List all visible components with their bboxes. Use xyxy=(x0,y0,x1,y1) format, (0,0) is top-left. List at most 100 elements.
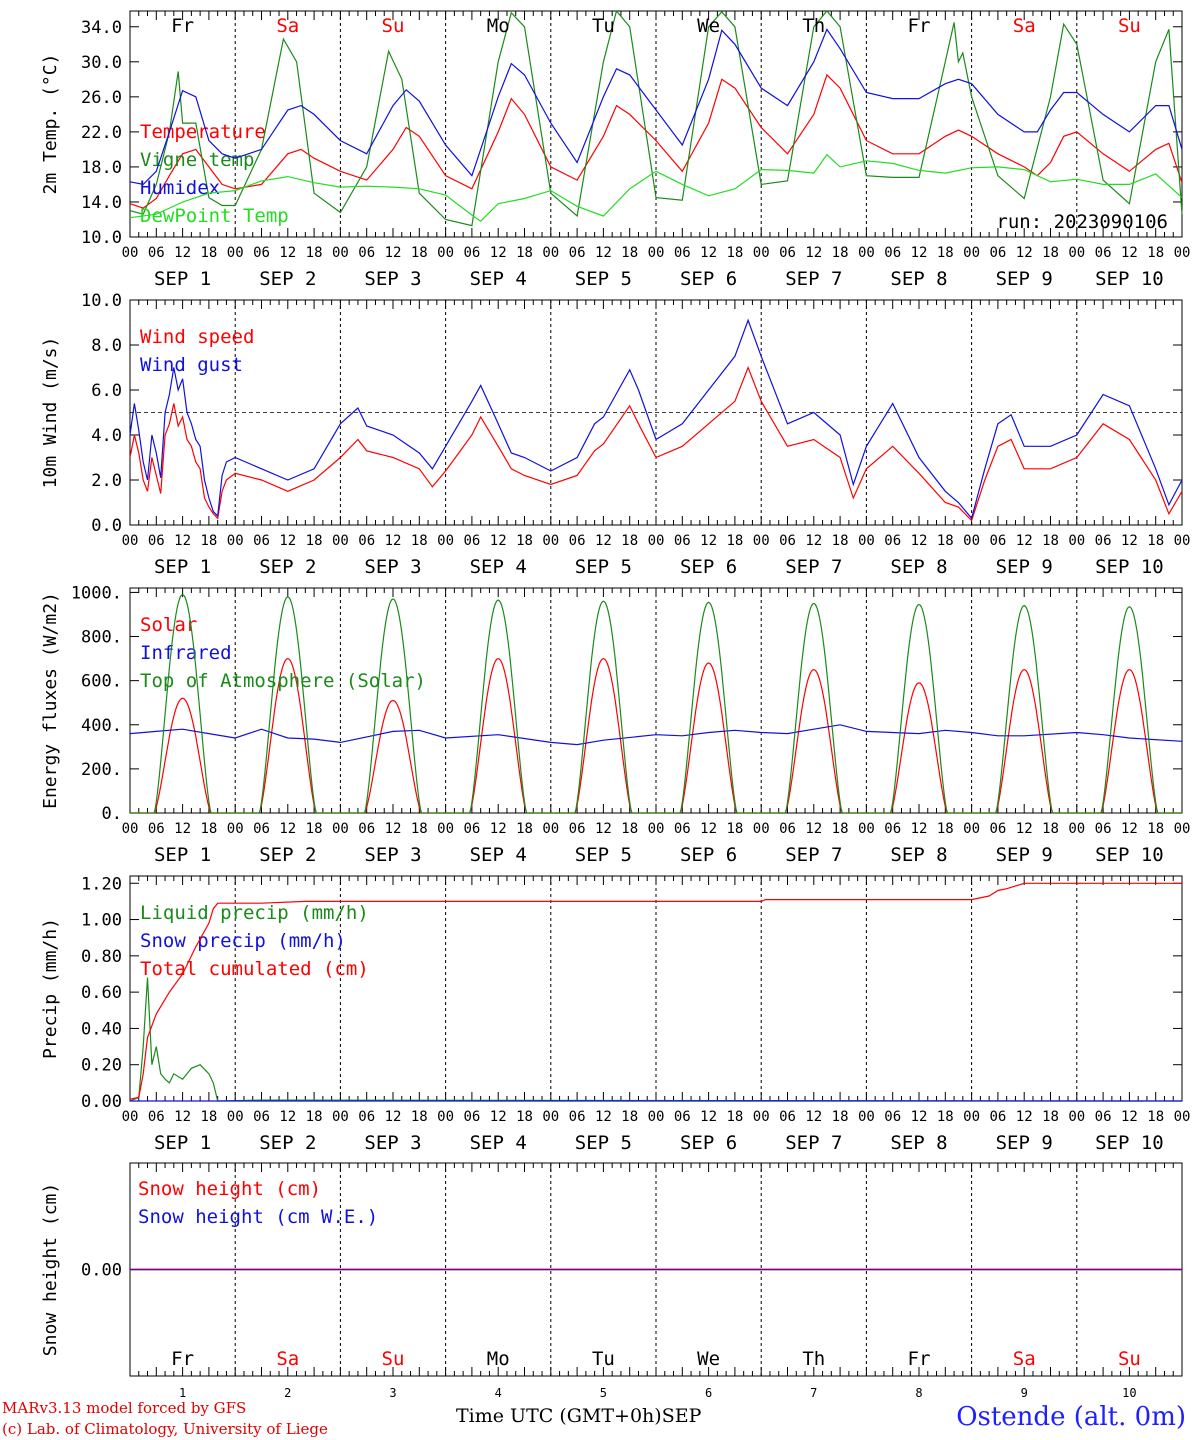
bottom-day-label: We xyxy=(697,1348,720,1370)
y-tick-label: 0.60 xyxy=(81,983,122,1003)
x-hour-label: 06 xyxy=(253,245,270,261)
x-hour-label: 06 xyxy=(253,821,270,837)
y-tick-label: 6.0 xyxy=(91,381,122,401)
x-hour-label: 06 xyxy=(253,1109,270,1125)
x-hour-label: 12 xyxy=(595,1109,612,1125)
x-date-label: SEP 2 xyxy=(259,1132,316,1154)
bottom-day-number: 8 xyxy=(915,1386,922,1400)
y-tick-label: 0.80 xyxy=(81,947,122,967)
x-hour-label: 18 xyxy=(1042,533,1059,549)
x-hour-label: 18 xyxy=(516,821,533,837)
bottom-day-number: 7 xyxy=(810,1386,817,1400)
x-hour-label: 06 xyxy=(884,533,901,549)
x-date-label: SEP 1 xyxy=(154,268,211,290)
x-date-label: SEP 5 xyxy=(575,1132,632,1154)
x-hour-label: 06 xyxy=(148,245,165,261)
top-day-label: Mo xyxy=(487,15,510,37)
x-date-label: SEP 5 xyxy=(575,844,632,866)
bottom-day-number: 9 xyxy=(1021,1386,1028,1400)
x-hour-label: 00 xyxy=(858,821,875,837)
x-hour-label: 18 xyxy=(200,1109,217,1125)
x-date-label: SEP 3 xyxy=(364,844,421,866)
x-date-label: SEP 7 xyxy=(785,844,842,866)
y-tick-label: 0.20 xyxy=(81,1056,122,1076)
top-day-label: Sa xyxy=(1013,15,1036,37)
x-date-label: SEP 6 xyxy=(680,844,737,866)
x-hour-label: 06 xyxy=(884,821,901,837)
x-hour-label: 18 xyxy=(621,821,638,837)
x-hour-label: 06 xyxy=(358,821,375,837)
x-date-label: SEP 7 xyxy=(785,556,842,578)
x-hour-label: 06 xyxy=(674,1109,691,1125)
x-hour-label: 18 xyxy=(621,1109,638,1125)
x-hour-label: 06 xyxy=(674,245,691,261)
run-label: run: 2023090106 xyxy=(996,211,1168,233)
bottom-day-number: 4 xyxy=(495,1386,502,1400)
x-hour-label: 12 xyxy=(279,821,296,837)
x-hour-label: 06 xyxy=(569,1109,586,1125)
top-day-label: Su xyxy=(382,15,405,37)
y-tick-label: 200. xyxy=(81,760,122,780)
x-hour-label: 18 xyxy=(1042,1109,1059,1125)
x-hour-label: 06 xyxy=(674,821,691,837)
legend-entry: DewPoint Temp xyxy=(140,205,289,227)
x-hour-label: 18 xyxy=(306,533,323,549)
x-hour-label: 00 xyxy=(122,245,139,261)
x-hour-label: 12 xyxy=(1016,533,1033,549)
x-hour-label: 12 xyxy=(1121,1109,1138,1125)
x-hour-label: 00 xyxy=(227,245,244,261)
top-day-label: Su xyxy=(1118,15,1141,37)
x-date-label: SEP 1 xyxy=(154,556,211,578)
x-hour-label: 18 xyxy=(832,1109,849,1125)
x-hour-label: 18 xyxy=(200,245,217,261)
x-hour-label: 18 xyxy=(937,533,954,549)
x-hour-label: 12 xyxy=(805,1109,822,1125)
x-hour-label: 00 xyxy=(332,821,349,837)
x-date-label: SEP 5 xyxy=(575,268,632,290)
x-hour-label: 12 xyxy=(911,821,928,837)
x-date-label: SEP 7 xyxy=(785,268,842,290)
x-hour-label: 12 xyxy=(805,821,822,837)
x-hour-label: 12 xyxy=(385,1109,402,1125)
x-hour-label: 12 xyxy=(1016,821,1033,837)
x-hour-label: 00 xyxy=(1174,245,1191,261)
x-hour-label: 12 xyxy=(805,533,822,549)
x-hour-label: 12 xyxy=(174,245,191,261)
top-day-label: Tu xyxy=(592,15,615,37)
bottom-day-number: 3 xyxy=(389,1386,396,1400)
x-hour-label: 18 xyxy=(1147,533,1164,549)
x-hour-label: 06 xyxy=(569,533,586,549)
x-hour-label: 00 xyxy=(963,533,980,549)
series-line xyxy=(129,977,1183,1102)
x-hour-label: 18 xyxy=(726,1109,743,1125)
x-date-label: SEP 8 xyxy=(890,844,947,866)
x-hour-label: 06 xyxy=(989,1109,1006,1125)
x-hour-label: 00 xyxy=(1068,1109,1085,1125)
x-hour-label: 00 xyxy=(1174,821,1191,837)
x-hour-label: 18 xyxy=(726,821,743,837)
legend-entry: Humidex xyxy=(140,177,220,199)
x-hour-label: 00 xyxy=(227,1109,244,1125)
x-hour-label: 18 xyxy=(1147,821,1164,837)
series-line xyxy=(130,593,1182,814)
x-hour-label: 00 xyxy=(122,533,139,549)
x-hour-label: 12 xyxy=(805,245,822,261)
x-hour-label: 06 xyxy=(1095,245,1112,261)
x-hour-label: 18 xyxy=(411,533,428,549)
x-hour-label: 12 xyxy=(595,533,612,549)
x-date-label: SEP 6 xyxy=(680,1132,737,1154)
x-hour-label: 06 xyxy=(779,533,796,549)
series-line xyxy=(129,724,1183,746)
y-tick-label: 600. xyxy=(81,672,122,692)
x-hour-label: 06 xyxy=(779,1109,796,1125)
x-hour-label: 12 xyxy=(1121,245,1138,261)
y-tick-label: 14.0 xyxy=(81,193,122,213)
x-hour-label: 06 xyxy=(779,821,796,837)
x-hour-label: 12 xyxy=(174,821,191,837)
x-hour-label: 12 xyxy=(279,1109,296,1125)
x-hour-label: 00 xyxy=(542,1109,559,1125)
x-hour-label: 00 xyxy=(858,1109,875,1125)
x-hour-label: 18 xyxy=(411,821,428,837)
x-hour-label: 06 xyxy=(358,533,375,549)
